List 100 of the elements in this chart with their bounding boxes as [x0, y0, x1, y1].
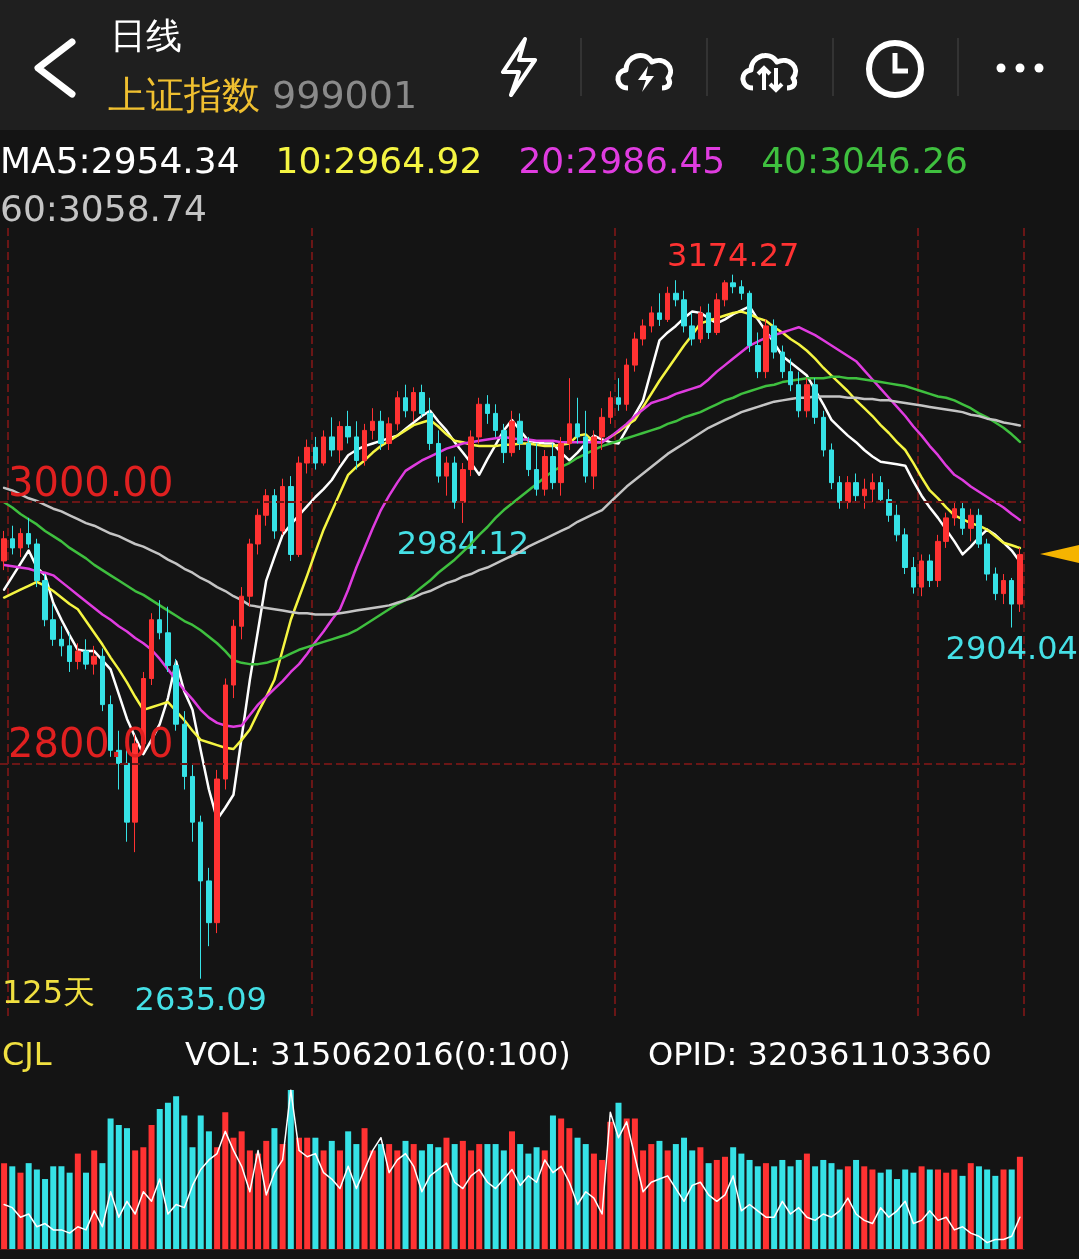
bar [615, 1102, 622, 1249]
bar [877, 1172, 884, 1249]
bar [959, 1175, 966, 1249]
bar [869, 1169, 876, 1249]
bar [705, 1163, 712, 1249]
annotation: 3174.27 [667, 235, 800, 274]
bar [9, 1166, 16, 1249]
bar [255, 1153, 262, 1249]
bar [394, 1150, 401, 1249]
bar [820, 1159, 827, 1249]
bar [623, 1118, 630, 1249]
annotation: 2904.04 [945, 628, 1078, 667]
bar [689, 1150, 696, 1249]
bar [500, 1150, 507, 1249]
bar [173, 1096, 180, 1249]
bar [42, 1179, 49, 1249]
bar [25, 1163, 32, 1249]
bar [894, 1179, 901, 1249]
bar [631, 1118, 638, 1249]
bar [263, 1140, 270, 1249]
bar [58, 1166, 65, 1249]
bar [484, 1144, 491, 1249]
bar [984, 1169, 991, 1249]
bar [558, 1118, 565, 1249]
bar [779, 1159, 786, 1249]
bar [746, 1159, 753, 1249]
bar [402, 1140, 409, 1249]
bar [230, 1137, 237, 1249]
bar [238, 1131, 245, 1249]
bar [754, 1166, 761, 1249]
text: 10:2964.92 [275, 140, 483, 182]
bar [189, 1147, 196, 1249]
bar [320, 1150, 327, 1249]
bar [296, 1137, 303, 1249]
text: 40:3046.26 [761, 140, 969, 182]
bar [1, 1163, 8, 1249]
bar [926, 1169, 933, 1249]
bar [410, 1144, 417, 1249]
bar [336, 1150, 343, 1249]
text: MA5:2954.34 [0, 140, 240, 182]
bar [123, 1128, 130, 1249]
bar [967, 1163, 974, 1249]
annotation: 2635.09 [134, 979, 267, 1018]
bar [328, 1140, 335, 1249]
bar [91, 1150, 98, 1249]
bar [656, 1140, 663, 1249]
y-tick-label: 3000.00 [8, 459, 174, 506]
bar [836, 1169, 843, 1249]
bar [975, 1166, 982, 1249]
bar [361, 1128, 368, 1249]
bar [795, 1159, 802, 1249]
bar [279, 1144, 286, 1249]
bar [312, 1137, 319, 1249]
bar [787, 1166, 794, 1249]
bar [17, 1172, 24, 1249]
bar [582, 1144, 589, 1249]
bar [607, 1121, 614, 1249]
bar [443, 1137, 450, 1249]
bar [730, 1147, 737, 1249]
bar [459, 1140, 466, 1249]
bar [222, 1112, 229, 1249]
bar [205, 1131, 212, 1249]
bar [713, 1159, 720, 1249]
bar [386, 1144, 393, 1249]
bar [648, 1144, 655, 1249]
bar [910, 1172, 917, 1249]
text: VOL: 315062016(0:100) [185, 1035, 571, 1073]
bar [476, 1144, 483, 1249]
bar [861, 1166, 868, 1249]
bar [771, 1166, 778, 1249]
bar [99, 1163, 106, 1249]
bar [640, 1150, 647, 1249]
bar [83, 1172, 90, 1249]
bar [132, 1150, 139, 1249]
bar [345, 1131, 352, 1249]
text: OPID: 320361103360 [648, 1035, 992, 1073]
bar [844, 1166, 851, 1249]
bar [681, 1137, 688, 1249]
bar [1016, 1156, 1023, 1249]
bar [377, 1144, 384, 1249]
bar [353, 1144, 360, 1249]
bar [50, 1166, 57, 1249]
bar [951, 1169, 958, 1249]
bar [738, 1153, 745, 1249]
bar [672, 1144, 679, 1249]
bar [140, 1147, 147, 1249]
bar [304, 1137, 311, 1249]
bar [885, 1169, 892, 1249]
bar [828, 1163, 835, 1249]
bar [197, 1115, 204, 1249]
bar [451, 1144, 458, 1249]
bar [164, 1102, 171, 1249]
text: 60:3058.74 [0, 188, 207, 230]
bar [427, 1144, 434, 1249]
bar [566, 1128, 573, 1249]
bar [287, 1090, 294, 1249]
chart-title: CJL [2, 1035, 52, 1073]
bar [812, 1166, 819, 1249]
bar [943, 1172, 950, 1249]
bar [762, 1163, 769, 1249]
